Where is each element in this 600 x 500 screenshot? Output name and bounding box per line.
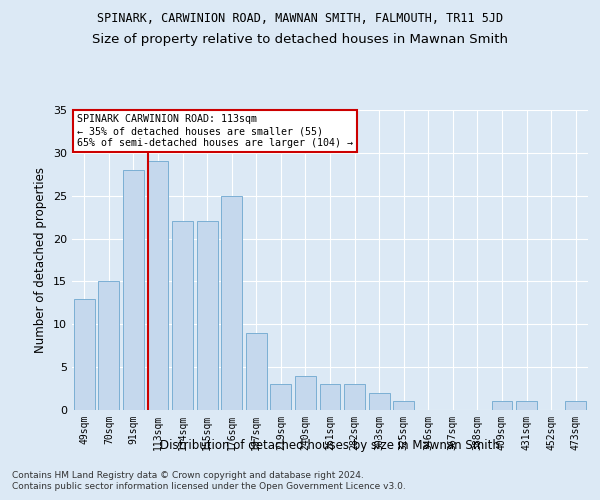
- Bar: [123, 170, 144, 410]
- Text: Distribution of detached houses by size in Mawnan Smith: Distribution of detached houses by size …: [160, 440, 500, 452]
- Bar: [344, 384, 365, 410]
- Bar: [491, 402, 512, 410]
- Text: Contains public sector information licensed under the Open Government Licence v3: Contains public sector information licen…: [12, 482, 406, 491]
- Bar: [246, 333, 267, 410]
- Bar: [98, 282, 119, 410]
- Bar: [271, 384, 292, 410]
- Bar: [516, 402, 537, 410]
- Bar: [221, 196, 242, 410]
- Bar: [393, 402, 414, 410]
- Bar: [565, 402, 586, 410]
- Bar: [172, 222, 193, 410]
- Text: Contains HM Land Registry data © Crown copyright and database right 2024.: Contains HM Land Registry data © Crown c…: [12, 471, 364, 480]
- Bar: [148, 162, 169, 410]
- Bar: [368, 393, 389, 410]
- Bar: [320, 384, 340, 410]
- Bar: [295, 376, 316, 410]
- Bar: [74, 298, 95, 410]
- Bar: [197, 222, 218, 410]
- Text: SPINARK, CARWINION ROAD, MAWNAN SMITH, FALMOUTH, TR11 5JD: SPINARK, CARWINION ROAD, MAWNAN SMITH, F…: [97, 12, 503, 26]
- Text: SPINARK CARWINION ROAD: 113sqm
← 35% of detached houses are smaller (55)
65% of : SPINARK CARWINION ROAD: 113sqm ← 35% of …: [77, 114, 353, 148]
- Text: Size of property relative to detached houses in Mawnan Smith: Size of property relative to detached ho…: [92, 32, 508, 46]
- Y-axis label: Number of detached properties: Number of detached properties: [34, 167, 47, 353]
